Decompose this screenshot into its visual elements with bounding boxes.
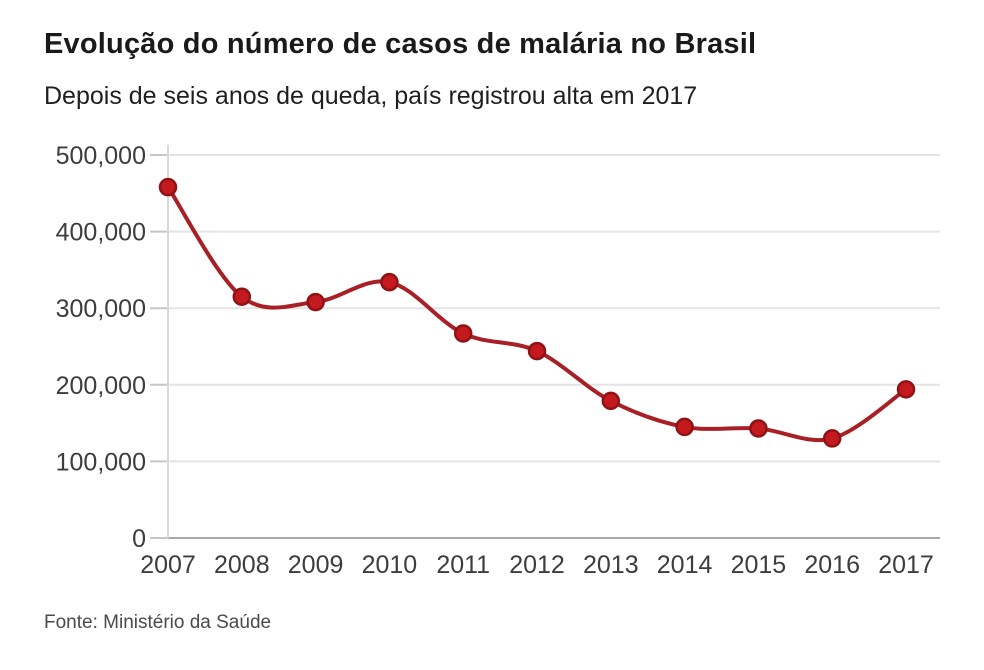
data-point xyxy=(675,417,694,437)
x-tick-label: 2010 xyxy=(362,551,418,579)
data-point xyxy=(896,380,916,399)
y-tick-label: 400,000 xyxy=(56,219,146,247)
x-tick-label: 2008 xyxy=(214,551,270,579)
x-tick-label: 2011 xyxy=(436,551,490,579)
data-point xyxy=(601,391,621,411)
y-tick-label: 500,000 xyxy=(56,142,146,170)
data-point xyxy=(306,292,325,312)
y-tick-label: 100,000 xyxy=(56,448,146,476)
data-point xyxy=(380,272,399,292)
x-tick-label: 2013 xyxy=(583,551,639,579)
line-chart-canvas: 0 100,000 200,000 300,000 400,000 500,000 2007… xyxy=(56,142,940,579)
x-tick-label: 2012 xyxy=(509,551,565,579)
data-point xyxy=(232,287,252,306)
y-tick-label: 0 xyxy=(132,525,146,553)
x-tick-label: 2015 xyxy=(731,551,787,579)
data-point xyxy=(749,419,768,438)
chart-subtitle: Depois de seis anos de queda, país regis… xyxy=(44,82,698,110)
x-tick-label: 2007 xyxy=(140,551,196,579)
data-line xyxy=(166,185,908,443)
x-tick-label: 2017 xyxy=(878,551,934,579)
y-tick-label: 300,000 xyxy=(56,295,146,323)
x-tick-label: 2014 xyxy=(657,551,713,579)
data-point xyxy=(453,324,473,343)
data-point xyxy=(822,429,842,448)
x-tick-label: 2009 xyxy=(288,551,344,579)
data-point xyxy=(158,177,178,197)
line-chart: 0 100,000 200,000 300,000 400,000 500,000 2007… xyxy=(0,130,984,595)
y-tick-label: 200,000 xyxy=(56,372,146,400)
data-point xyxy=(527,341,547,361)
x-tick-label: 2016 xyxy=(804,551,860,579)
chart-title: Evolução do número de casos de malária n… xyxy=(44,28,757,60)
source-note: Fonte: Ministério da Saúde xyxy=(44,612,272,633)
